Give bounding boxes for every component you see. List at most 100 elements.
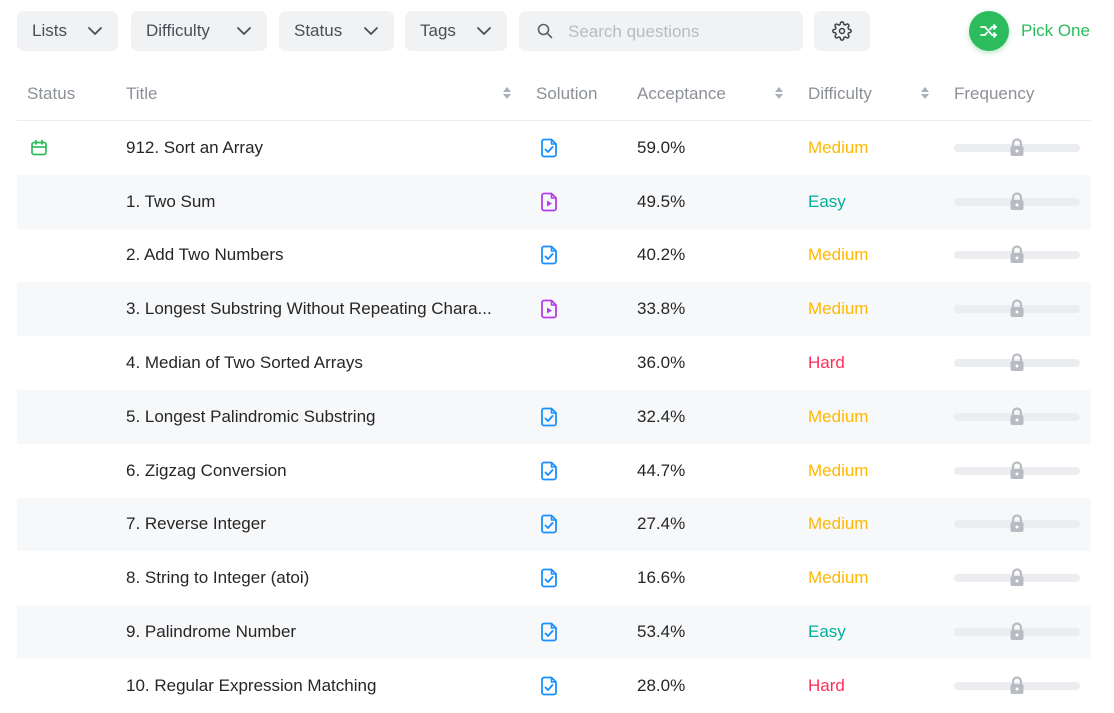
- lock-icon: [1010, 622, 1024, 641]
- chevron-down-icon: [237, 27, 251, 35]
- solution-article-icon[interactable]: [539, 138, 559, 158]
- frequency-bar: [954, 191, 1080, 213]
- table-row[interactable]: 1. Two Sum 49.5% Easy: [17, 174, 1091, 229]
- solution-article-icon[interactable]: [539, 514, 559, 534]
- chevron-down-icon: [364, 27, 378, 35]
- difficulty-label: Medium: [808, 137, 869, 157]
- acceptance-rate: 59.0%: [637, 137, 686, 157]
- problem-title-link[interactable]: 6. Zigzag Conversion: [126, 460, 287, 480]
- table-row[interactable]: 4. Median of Two Sorted Arrays 36.0% Hard: [17, 336, 1091, 390]
- gear-icon: [832, 21, 852, 41]
- search-icon: [537, 23, 553, 39]
- lock-icon: [1010, 514, 1024, 533]
- status-filter-label: Status: [294, 21, 343, 40]
- table-row[interactable]: 6. Zigzag Conversion 44.7% Medium: [17, 444, 1091, 498]
- table-row[interactable]: 8. String to Integer (atoi) 16.6% Medium: [17, 551, 1091, 605]
- chevron-down-icon: [477, 27, 491, 35]
- solution-video-icon[interactable]: [539, 192, 559, 212]
- difficulty-filter-dropdown[interactable]: Difficulty: [131, 11, 267, 51]
- column-header-difficulty: Difficulty: [808, 84, 872, 103]
- difficulty-label: Easy: [808, 622, 846, 642]
- sort-icon[interactable]: [774, 85, 784, 101]
- lists-filter-dropdown[interactable]: Lists: [17, 11, 118, 51]
- acceptance-rate: 32.4%: [637, 406, 686, 426]
- table-row[interactable]: 912. Sort an Array 59.0% Medium: [17, 121, 1091, 175]
- solution-article-icon[interactable]: [539, 622, 559, 642]
- solution-article-icon[interactable]: [539, 461, 559, 481]
- acceptance-rate: 36.0%: [637, 353, 686, 373]
- search-input[interactable]: [566, 19, 795, 45]
- lock-icon: [1010, 192, 1024, 210]
- frequency-bar: [954, 137, 1080, 159]
- solution-video-icon[interactable]: [539, 299, 559, 319]
- status-filter-dropdown[interactable]: Status: [279, 11, 394, 51]
- frequency-bar: [954, 621, 1080, 643]
- difficulty-label: Hard: [808, 675, 845, 695]
- problem-title-link[interactable]: 912. Sort an Array: [126, 137, 264, 157]
- frequency-bar: [954, 460, 1080, 482]
- lock-icon: [1010, 299, 1024, 318]
- column-header-acceptance: Acceptance: [637, 84, 726, 103]
- solution-article-icon[interactable]: [539, 245, 559, 265]
- problem-title-link[interactable]: 5. Longest Palindromic Substring: [126, 406, 376, 426]
- tags-filter-dropdown[interactable]: Tags: [405, 11, 507, 51]
- acceptance-rate: 16.6%: [637, 568, 686, 588]
- frequency-bar: [954, 406, 1080, 428]
- problem-title-link[interactable]: 4. Median of Two Sorted Arrays: [126, 353, 363, 373]
- table-row[interactable]: 10. Regular Expression Matching 28.0% Hard: [17, 659, 1091, 713]
- table-row[interactable]: 9. Palindrome Number 53.4% Easy: [17, 605, 1091, 659]
- lock-icon: [1010, 407, 1024, 425]
- pick-one-circle: [969, 11, 1009, 51]
- problem-title-link[interactable]: 3. Longest Substring Without Repeating C…: [126, 299, 492, 319]
- problem-title-link[interactable]: 2. Add Two Numbers: [126, 245, 284, 265]
- filter-toolbar: Lists Difficulty Status Tags Pick One: [17, 11, 1097, 51]
- pick-one-label: Pick One: [1021, 21, 1090, 40]
- sort-icon[interactable]: [920, 85, 930, 101]
- solution-article-icon[interactable]: [539, 676, 559, 696]
- tags-filter-label: Tags: [420, 21, 456, 40]
- acceptance-rate: 53.4%: [637, 622, 686, 642]
- lock-icon: [1010, 245, 1024, 264]
- chevron-down-icon: [88, 27, 102, 35]
- problem-title-link[interactable]: 10. Regular Expression Matching: [126, 675, 377, 695]
- table-header: Status Title Solution Acceptance Difficu…: [17, 68, 1091, 121]
- difficulty-label: Medium: [808, 460, 869, 480]
- acceptance-rate: 49.5%: [637, 191, 686, 211]
- difficulty-label: Medium: [808, 568, 869, 588]
- table-row[interactable]: 5. Longest Palindromic Substring 32.4% Med…: [17, 389, 1091, 444]
- solution-article-icon[interactable]: [539, 407, 559, 427]
- table-row[interactable]: 7. Reverse Integer 27.4% Medium: [17, 497, 1091, 552]
- sort-icon[interactable]: [502, 85, 512, 101]
- difficulty-label: Medium: [808, 514, 869, 534]
- problem-table-body: 912. Sort an Array 59.0% Medium 1. Two Sum 4…: [17, 121, 1091, 713]
- shuffle-icon: [980, 24, 997, 38]
- difficulty-label: Medium: [808, 245, 869, 265]
- problem-title-link[interactable]: 1. Two Sum: [126, 191, 216, 211]
- lock-icon: [1010, 676, 1024, 694]
- lists-filter-label: Lists: [32, 21, 67, 40]
- problem-title-link[interactable]: 9. Palindrome Number: [126, 622, 297, 642]
- lock-icon: [1010, 353, 1024, 372]
- lock-icon: [1010, 138, 1024, 156]
- acceptance-rate: 27.4%: [637, 514, 686, 534]
- column-header-frequency: Frequency: [954, 84, 1035, 103]
- frequency-bar: [954, 298, 1080, 320]
- acceptance-rate: 44.7%: [637, 460, 686, 480]
- problem-title-link[interactable]: 8. String to Integer (atoi): [126, 568, 310, 588]
- pick-one-button[interactable]: Pick One: [969, 11, 1090, 51]
- solution-article-icon[interactable]: [539, 568, 559, 588]
- acceptance-rate: 40.2%: [637, 245, 686, 265]
- problem-title-link[interactable]: 7. Reverse Integer: [126, 514, 266, 534]
- frequency-bar: [954, 675, 1080, 697]
- table-row[interactable]: 3. Longest Substring Without Repeating C…: [17, 282, 1091, 337]
- table-row[interactable]: 2. Add Two Numbers 40.2% Medium: [17, 229, 1091, 283]
- search-box: [519, 11, 803, 51]
- acceptance-rate: 33.8%: [637, 299, 686, 319]
- difficulty-label: Easy: [808, 191, 846, 211]
- column-header-title: Title: [126, 84, 158, 103]
- column-header-solution: Solution: [536, 84, 598, 103]
- difficulty-label: Hard: [808, 353, 845, 373]
- difficulty-label: Medium: [808, 299, 869, 319]
- settings-button[interactable]: [814, 11, 870, 51]
- acceptance-rate: 28.0%: [637, 675, 686, 695]
